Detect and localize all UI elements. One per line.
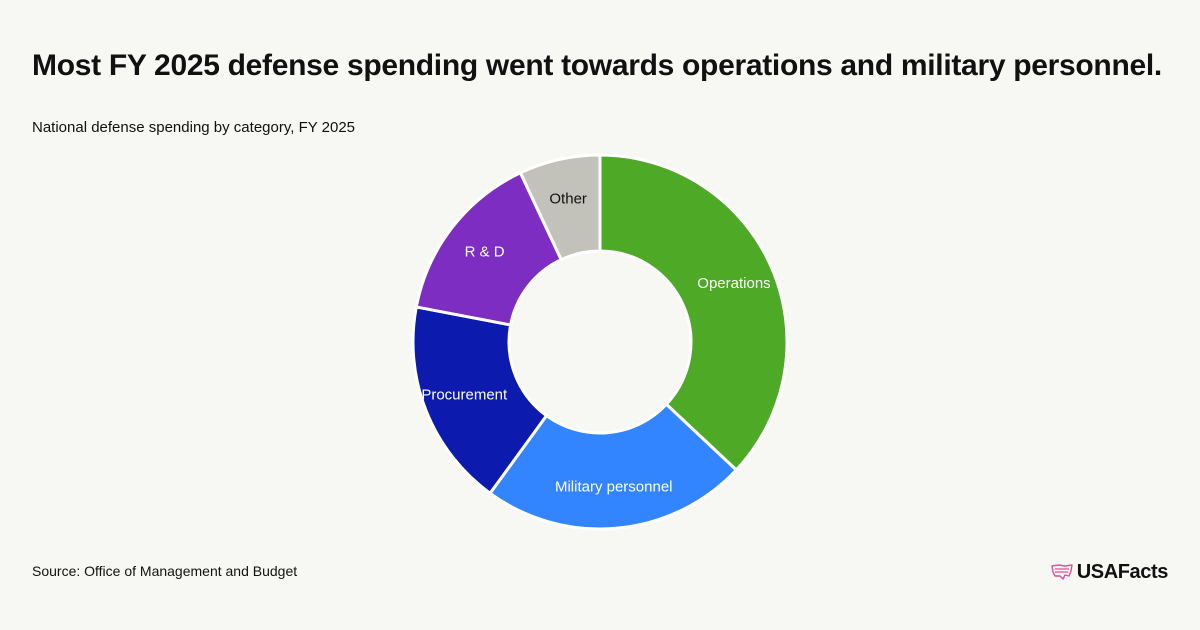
slice-label-military-personnel: Military personnel — [555, 478, 673, 495]
slice-label-other: Other — [549, 190, 587, 207]
slice-label-operations: Operations — [697, 275, 770, 292]
chart-title: Most FY 2025 defense spending went towar… — [32, 49, 1162, 82]
slice-operations — [598, 153, 789, 472]
slice-r-d — [414, 171, 563, 327]
slice-other — [518, 153, 602, 262]
slice-procurement — [411, 305, 549, 495]
brand-name: USAFacts — [1076, 561, 1169, 583]
us-map-flag-icon — [1051, 564, 1073, 580]
chart-subtitle: National defense spending by category, F… — [32, 119, 355, 136]
slice-label-procurement: Procurement — [421, 387, 508, 404]
slice-label-r-d: R & D — [465, 243, 505, 260]
brand-logo: USAFacts — [1051, 560, 1168, 584]
slice-military-personnel — [488, 402, 738, 531]
source-note: Source: Office of Management and Budget — [32, 563, 298, 579]
